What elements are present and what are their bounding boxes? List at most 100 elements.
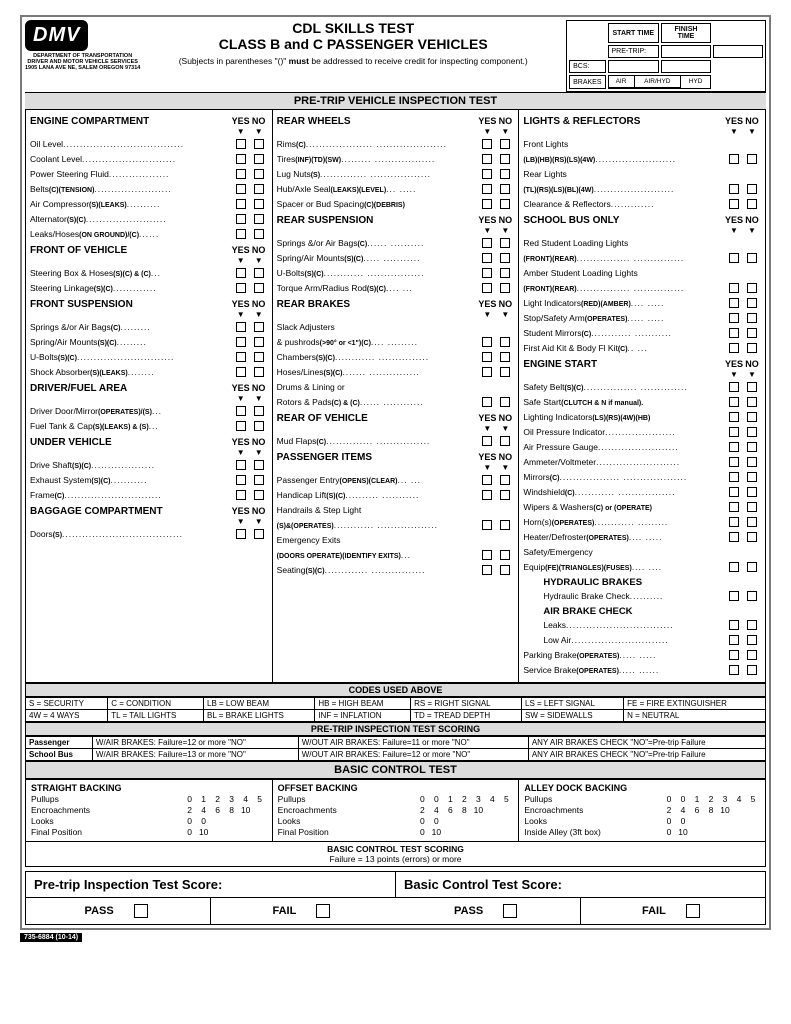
yes-checkbox[interactable]: [729, 397, 739, 407]
bct-pass[interactable]: PASS: [396, 898, 581, 924]
yes-checkbox[interactable]: [482, 337, 492, 347]
no-checkbox[interactable]: [747, 382, 757, 392]
yes-checkbox[interactable]: [482, 367, 492, 377]
no-checkbox[interactable]: [254, 154, 264, 164]
yes-checkbox[interactable]: [482, 436, 492, 446]
yes-checkbox[interactable]: [236, 199, 246, 209]
no-checkbox[interactable]: [500, 550, 510, 560]
yes-checkbox[interactable]: [236, 475, 246, 485]
no-checkbox[interactable]: [254, 337, 264, 347]
yes-checkbox[interactable]: [729, 313, 739, 323]
no-checkbox[interactable]: [747, 665, 757, 675]
no-checkbox[interactable]: [747, 457, 757, 467]
yes-checkbox[interactable]: [236, 352, 246, 362]
no-checkbox[interactable]: [747, 328, 757, 338]
no-checkbox[interactable]: [747, 562, 757, 572]
yes-checkbox[interactable]: [729, 620, 739, 630]
yes-checkbox[interactable]: [729, 154, 739, 164]
no-checkbox[interactable]: [747, 517, 757, 527]
yes-checkbox[interactable]: [482, 283, 492, 293]
yes-checkbox[interactable]: [729, 487, 739, 497]
no-checkbox[interactable]: [747, 591, 757, 601]
yes-checkbox[interactable]: [482, 268, 492, 278]
yes-checkbox[interactable]: [729, 457, 739, 467]
yes-checkbox[interactable]: [236, 283, 246, 293]
no-checkbox[interactable]: [747, 427, 757, 437]
yes-checkbox[interactable]: [482, 253, 492, 263]
no-checkbox[interactable]: [500, 154, 510, 164]
no-checkbox[interactable]: [500, 436, 510, 446]
yes-checkbox[interactable]: [729, 562, 739, 572]
yes-checkbox[interactable]: [482, 475, 492, 485]
yes-checkbox[interactable]: [729, 328, 739, 338]
no-checkbox[interactable]: [747, 472, 757, 482]
no-checkbox[interactable]: [747, 298, 757, 308]
no-checkbox[interactable]: [500, 352, 510, 362]
no-checkbox[interactable]: [500, 475, 510, 485]
yes-checkbox[interactable]: [236, 169, 246, 179]
no-checkbox[interactable]: [254, 169, 264, 179]
yes-checkbox[interactable]: [482, 397, 492, 407]
yes-checkbox[interactable]: [236, 268, 246, 278]
yes-checkbox[interactable]: [729, 298, 739, 308]
no-checkbox[interactable]: [747, 199, 757, 209]
no-checkbox[interactable]: [747, 343, 757, 353]
yes-checkbox[interactable]: [729, 517, 739, 527]
yes-checkbox[interactable]: [729, 472, 739, 482]
no-checkbox[interactable]: [747, 184, 757, 194]
yes-checkbox[interactable]: [482, 352, 492, 362]
yes-checkbox[interactable]: [482, 154, 492, 164]
pretrip-pass[interactable]: PASS: [26, 898, 211, 924]
no-checkbox[interactable]: [747, 620, 757, 630]
bct-fail[interactable]: FAIL: [581, 898, 765, 924]
yes-checkbox[interactable]: [236, 139, 246, 149]
yes-checkbox[interactable]: [729, 199, 739, 209]
yes-checkbox[interactable]: [729, 635, 739, 645]
no-checkbox[interactable]: [500, 268, 510, 278]
no-checkbox[interactable]: [747, 283, 757, 293]
no-checkbox[interactable]: [500, 238, 510, 248]
yes-checkbox[interactable]: [482, 169, 492, 179]
yes-checkbox[interactable]: [482, 139, 492, 149]
no-checkbox[interactable]: [254, 283, 264, 293]
no-checkbox[interactable]: [500, 139, 510, 149]
yes-checkbox[interactable]: [482, 238, 492, 248]
no-checkbox[interactable]: [500, 490, 510, 500]
yes-checkbox[interactable]: [482, 199, 492, 209]
no-checkbox[interactable]: [254, 475, 264, 485]
yes-checkbox[interactable]: [729, 427, 739, 437]
no-checkbox[interactable]: [747, 313, 757, 323]
no-checkbox[interactable]: [500, 169, 510, 179]
no-checkbox[interactable]: [747, 253, 757, 263]
yes-checkbox[interactable]: [236, 529, 246, 539]
no-checkbox[interactable]: [254, 268, 264, 278]
yes-checkbox[interactable]: [236, 322, 246, 332]
no-checkbox[interactable]: [747, 635, 757, 645]
no-checkbox[interactable]: [254, 490, 264, 500]
yes-checkbox[interactable]: [236, 421, 246, 431]
no-checkbox[interactable]: [747, 412, 757, 422]
yes-checkbox[interactable]: [729, 253, 739, 263]
yes-checkbox[interactable]: [729, 382, 739, 392]
yes-checkbox[interactable]: [482, 550, 492, 560]
yes-checkbox[interactable]: [236, 460, 246, 470]
no-checkbox[interactable]: [254, 214, 264, 224]
yes-checkbox[interactable]: [236, 229, 246, 239]
no-checkbox[interactable]: [254, 199, 264, 209]
yes-checkbox[interactable]: [729, 184, 739, 194]
no-checkbox[interactable]: [254, 352, 264, 362]
no-checkbox[interactable]: [500, 520, 510, 530]
yes-checkbox[interactable]: [729, 442, 739, 452]
no-checkbox[interactable]: [747, 154, 757, 164]
no-checkbox[interactable]: [254, 367, 264, 377]
yes-checkbox[interactable]: [482, 565, 492, 575]
yes-checkbox[interactable]: [729, 283, 739, 293]
yes-checkbox[interactable]: [236, 337, 246, 347]
pretrip-fail[interactable]: FAIL: [211, 898, 395, 924]
no-checkbox[interactable]: [254, 184, 264, 194]
no-checkbox[interactable]: [254, 322, 264, 332]
no-checkbox[interactable]: [747, 650, 757, 660]
no-checkbox[interactable]: [500, 199, 510, 209]
yes-checkbox[interactable]: [236, 367, 246, 377]
no-checkbox[interactable]: [747, 397, 757, 407]
